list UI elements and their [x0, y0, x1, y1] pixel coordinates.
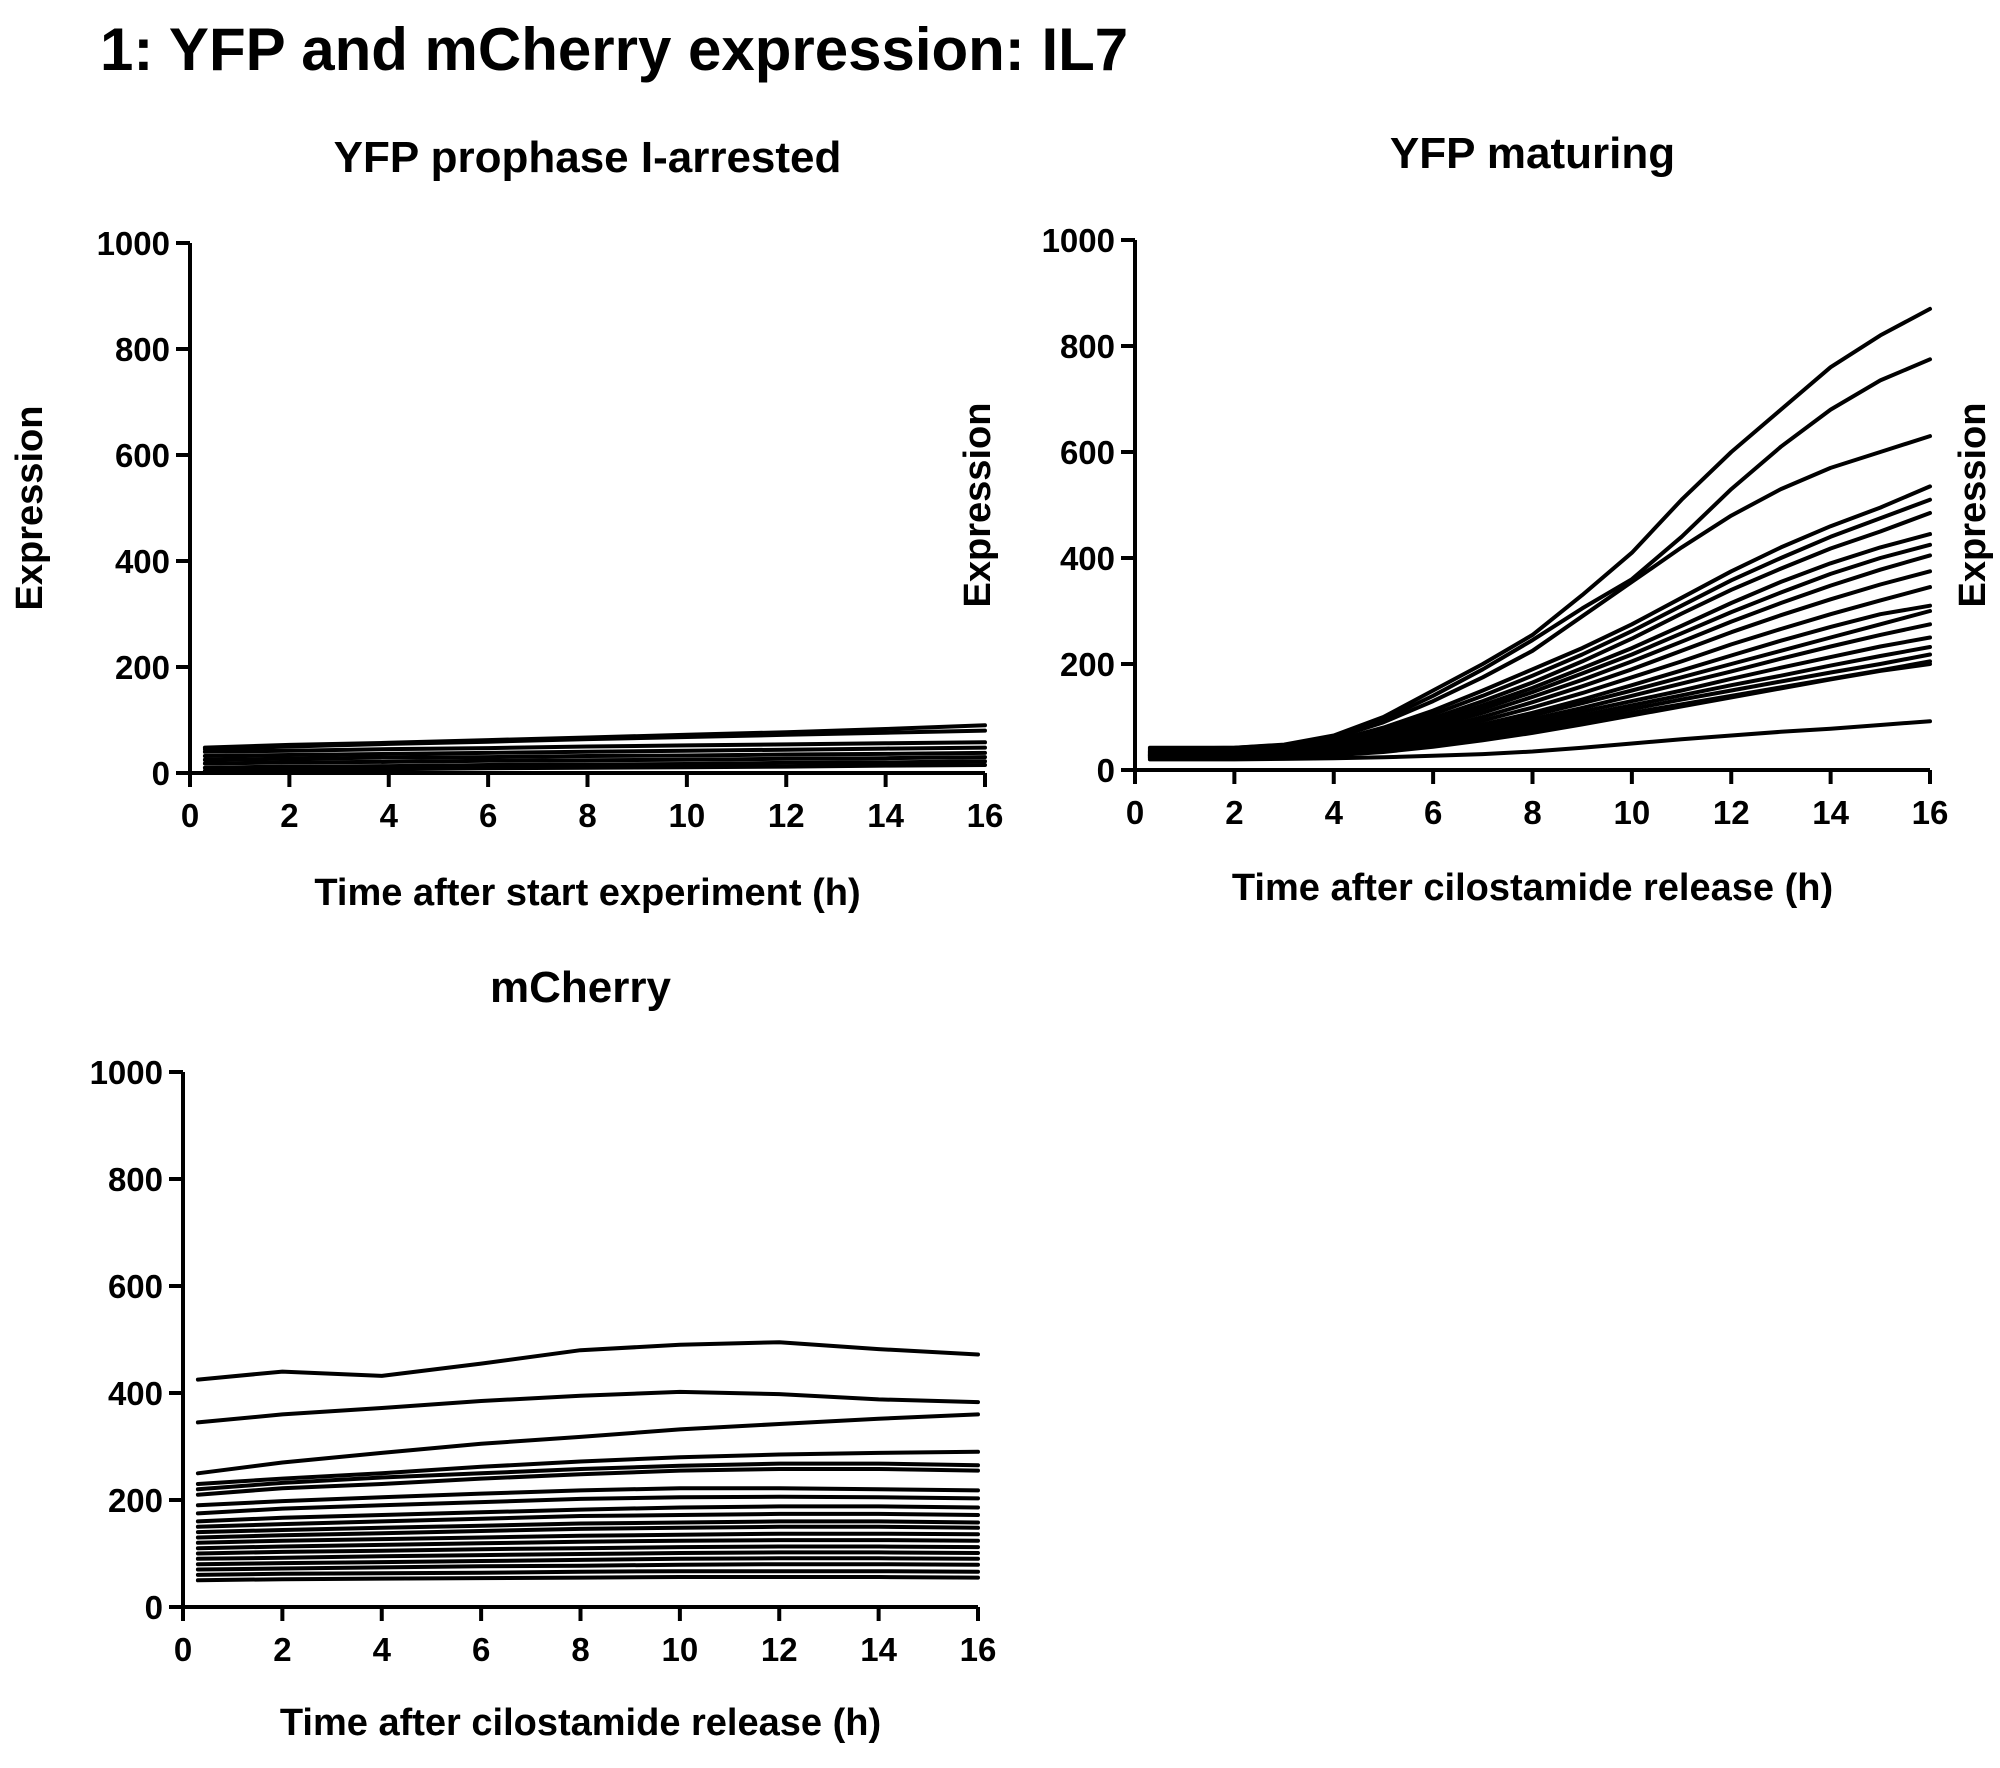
- y-tick-label: 0: [145, 1589, 163, 1626]
- chart-mcherry: mCherry 0 200 400 600 800 1000 0 2 4 6 8 10 12 14 16 Tim…: [90, 963, 997, 1744]
- x-tick-label: 2: [273, 1631, 291, 1668]
- y-tick-label: 800: [108, 1161, 163, 1198]
- y-tick-label: 600: [115, 437, 170, 474]
- y-tick-label: 800: [1060, 328, 1115, 365]
- y-axis-label: Expression: [9, 406, 51, 611]
- x-tick-label: 16: [967, 797, 1004, 834]
- series-line: [195, 1556, 980, 1567]
- x-tick-label: 14: [867, 797, 904, 834]
- x-tick-label: 8: [571, 1631, 589, 1668]
- series-line: [195, 1467, 980, 1497]
- y-tick-label: 400: [115, 543, 170, 580]
- series-line: [195, 1389, 980, 1425]
- series-line: [195, 1550, 980, 1561]
- x-tick-label: 0: [1126, 794, 1144, 831]
- x-tick-label: 4: [373, 1631, 392, 1668]
- x-tick-label: 10: [669, 797, 706, 834]
- series-line: [195, 1486, 980, 1508]
- series-line: [202, 750, 987, 762]
- chart-title: mCherry: [490, 963, 671, 1012]
- series-line: [1147, 434, 1932, 752]
- x-axis-label: Time after cilostamide release (h): [1232, 867, 1833, 909]
- series-line: [195, 1575, 980, 1583]
- series-line: [202, 740, 987, 754]
- x-tick-label: 6: [479, 797, 497, 834]
- y-tick-label: 0: [152, 755, 170, 792]
- series-line: [195, 1340, 980, 1382]
- y-tick-label: 200: [115, 649, 170, 686]
- series-line: [202, 763, 987, 773]
- x-tick-label: 0: [181, 797, 199, 834]
- series-line: [195, 1524, 980, 1540]
- y-tick-label: 200: [108, 1482, 163, 1519]
- x-tick-label: 6: [1424, 794, 1442, 831]
- series-line: [195, 1504, 980, 1524]
- series-line: [195, 1531, 980, 1545]
- series-line: [202, 728, 987, 752]
- x-tick-label: 10: [1614, 794, 1651, 831]
- y-tick-label: 400: [1060, 540, 1115, 577]
- series-line: [1147, 662, 1932, 761]
- series-line: [195, 1519, 980, 1535]
- x-tick-label: 8: [1523, 794, 1541, 831]
- y-axis-label: Expression: [957, 403, 999, 608]
- y-tick-label: 0: [1097, 752, 1115, 789]
- y-tick-label: 600: [1060, 434, 1115, 471]
- x-tick-label: 0: [174, 1631, 192, 1668]
- x-tick-label: 6: [472, 1631, 490, 1668]
- series-line: [195, 1562, 980, 1572]
- y-tick-label: 400: [108, 1375, 163, 1412]
- chart-title: YFP maturing: [1390, 129, 1675, 178]
- series-line: [195, 1412, 980, 1476]
- x-tick-label: 2: [280, 797, 298, 834]
- x-tick-label: 2: [1225, 794, 1243, 831]
- series-line: [1147, 635, 1932, 759]
- series-line: [195, 1494, 980, 1516]
- x-tick-label: 12: [768, 797, 805, 834]
- series-line: [195, 1538, 980, 1551]
- x-axis-label: Time after start experiment (h): [314, 872, 860, 914]
- x-tick-label: 16: [1912, 794, 1949, 831]
- series-line: [195, 1569, 980, 1577]
- x-tick-label: 10: [662, 1631, 699, 1668]
- y-tick-label: 1000: [1042, 222, 1115, 259]
- x-tick-label: 14: [860, 1631, 897, 1668]
- x-tick-label: 8: [578, 797, 596, 834]
- series-line: [195, 1449, 980, 1486]
- y-tick-label: 600: [108, 1268, 163, 1305]
- series-line: [202, 759, 987, 770]
- x-tick-label: 4: [1325, 794, 1344, 831]
- series-line: [1147, 719, 1932, 762]
- x-tick-label: 16: [960, 1631, 997, 1668]
- y-tick-label: 1000: [90, 1054, 163, 1091]
- series-line: [202, 745, 987, 758]
- x-tick-label: 12: [761, 1631, 798, 1668]
- y-tick-label: 200: [1060, 646, 1115, 683]
- chart-yfp-prophase-arrested: YFP prophase I-arrested 0 200 400 600 800 1000…: [9, 133, 1003, 914]
- series-line: [195, 1544, 980, 1556]
- right-edge-axis-label: Expression: [1952, 403, 1994, 608]
- series-line: [195, 1511, 980, 1529]
- series-line: [202, 755, 987, 766]
- chart-yfp-maturing: YFP maturing 0 200 400 600 800 1000 0 2 4 6 8 10 12 14…: [957, 129, 1948, 909]
- series-line: [195, 1461, 980, 1492]
- x-axis-label: Time after cilostamide release (h): [280, 1702, 881, 1744]
- y-tick-label: 1000: [97, 225, 170, 262]
- figure-title: 1: YFP and mCherry expression: IL7: [100, 16, 1128, 83]
- x-tick-label: 14: [1812, 794, 1849, 831]
- x-tick-label: 4: [380, 797, 399, 834]
- y-tick-label: 800: [115, 331, 170, 368]
- chart-title: YFP prophase I-arrested: [334, 133, 842, 182]
- x-tick-label: 12: [1713, 794, 1750, 831]
